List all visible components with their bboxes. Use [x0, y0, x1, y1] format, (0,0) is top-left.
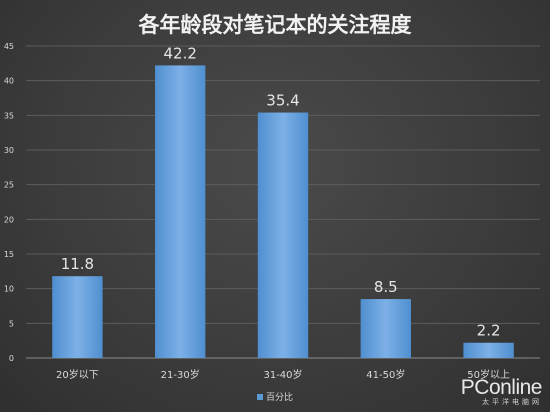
pconline-watermark: PConline 太平洋电脑网 — [460, 376, 543, 406]
y-tick-label: 25 — [4, 181, 14, 190]
bars — [52, 65, 514, 358]
y-tick-label: 20 — [4, 215, 14, 224]
data-label: 2.2 — [477, 322, 501, 340]
bar — [257, 112, 309, 358]
data-labels: 11.8 42.2 35.4 8.5 2.2 — [61, 44, 501, 339]
watermark-sub-text: 太平洋电脑网 — [482, 398, 542, 406]
data-label: 8.5 — [374, 278, 398, 296]
x-tick-label: 50岁以上 — [467, 368, 510, 381]
chart-title: 各年龄段对笔记本的关注程度 — [138, 13, 412, 37]
y-tick-label: 35 — [4, 111, 14, 120]
y-tick-label: 5 — [9, 319, 14, 328]
y-tick-label: 0 — [9, 354, 14, 363]
bar — [155, 65, 206, 358]
x-axis-ticks: 20岁以下 21-30岁 31-40岁 41-50岁 50岁以上 — [56, 368, 510, 381]
y-tick-label: 10 — [4, 285, 14, 294]
bar — [360, 299, 411, 358]
x-tick-label: 41-50岁 — [366, 368, 405, 381]
y-axis-ticks: 0 5 10 15 20 25 30 35 40 45 — [4, 42, 14, 363]
data-label: 42.2 — [163, 44, 196, 62]
x-tick-label: 21-30岁 — [161, 368, 200, 381]
legend: 百分比 — [257, 391, 293, 403]
x-tick-label: 31-40岁 — [263, 368, 302, 381]
y-tick-label: 40 — [4, 77, 14, 86]
x-tick-label: 20岁以下 — [56, 368, 99, 381]
bar — [463, 342, 514, 358]
y-tick-label: 30 — [4, 146, 14, 155]
legend-label: 百分比 — [266, 391, 293, 403]
y-tick-label: 45 — [4, 42, 14, 51]
y-tick-label: 15 — [4, 250, 14, 259]
legend-swatch — [257, 394, 263, 400]
data-label: 11.8 — [61, 255, 94, 273]
bar — [52, 276, 103, 358]
data-label: 35.4 — [266, 92, 299, 110]
watermark-main-text: PConline — [460, 376, 543, 399]
